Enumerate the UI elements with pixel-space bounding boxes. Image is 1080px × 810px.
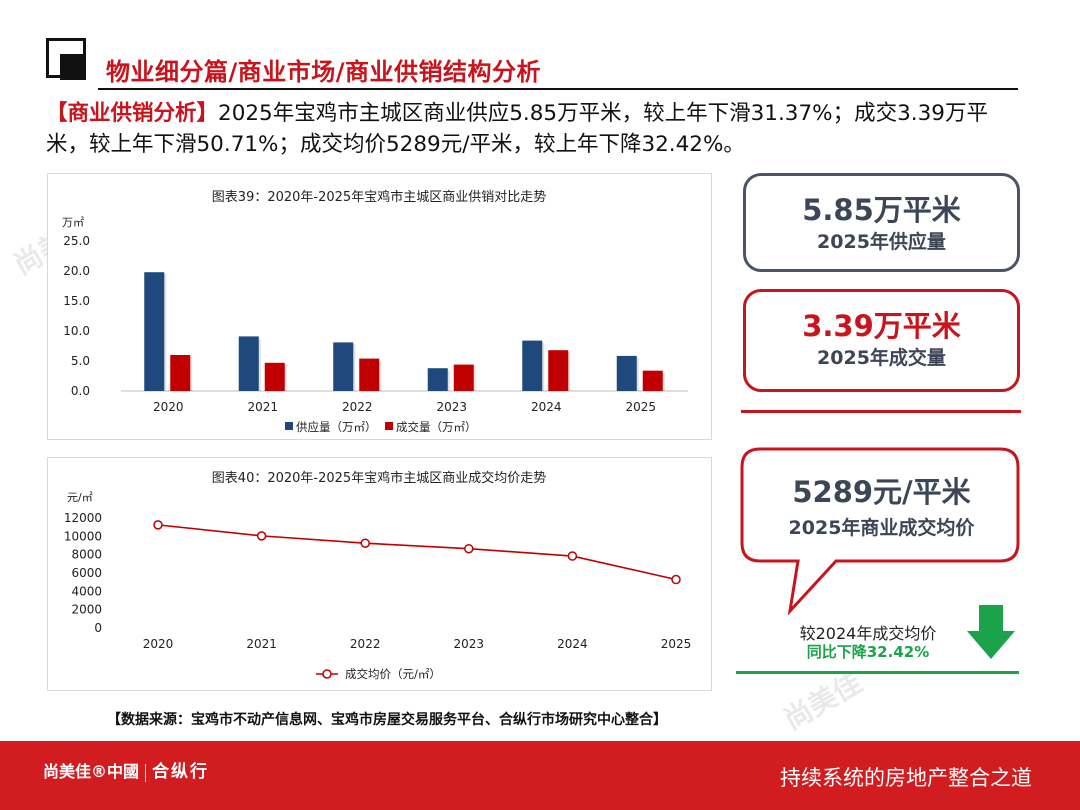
price-card: 5289元/平米 2025年商业成交均价 <box>743 474 1020 542</box>
legend-label: 成交量（万㎡） <box>396 420 477 434</box>
supply-deal-bar-chart: 图表39：2020年-2025年宝鸡市主城区商业供销对比走势万㎡ 0.0 5.0 10… <box>47 173 712 440</box>
bar-supply <box>522 340 543 391</box>
bar-supply <box>144 272 165 391</box>
bar-supply <box>427 368 448 391</box>
y-unit-label: 元/㎡ <box>67 491 93 504</box>
x-tick-label: 2024 <box>557 637 588 651</box>
x-tick-label: 2020 <box>143 637 174 651</box>
price-line <box>157 524 677 581</box>
x-tick-label: 2023 <box>436 400 467 414</box>
chart-title: 图表39：2020年-2025年宝鸡市主城区商业供销对比走势 <box>212 189 546 205</box>
price-point <box>256 531 267 541</box>
y-tick-label: 20.0 <box>63 264 90 278</box>
y-tick-label: 0 <box>94 621 102 635</box>
footer-slogan: 持续系统的房地产整合之道 <box>780 766 1032 790</box>
legend-label: 成交均价（元/㎡） <box>345 667 441 681</box>
bar-deal <box>548 350 569 391</box>
x-tick-label: 2021 <box>246 637 277 651</box>
y-tick-label: 8000 <box>71 548 102 562</box>
title-rule <box>98 88 1018 90</box>
footer-brand: 尚美佳®中國 <box>43 762 140 781</box>
summary-text: 2025年宝鸡市主城区商业供应5.85万平米，较上年下滑31.37%；成交3.3… <box>46 101 988 157</box>
x-tick-label: 2020 <box>153 400 184 414</box>
x-tick-label: 2022 <box>342 400 373 414</box>
price-value: 5289元/平米 <box>792 475 971 509</box>
bar-supply <box>238 336 259 391</box>
bar-deal <box>642 370 663 391</box>
red-divider <box>741 410 1021 413</box>
summary-paragraph: 【商业供销分析】2025年宝鸡市主城区商业供应5.85万平米，较上年下滑31.3… <box>46 98 1026 160</box>
price-line-chart: 图表40：2020年-2025年宝鸡市主城区商业成交均价走势元/㎡ 0 2000 40… <box>47 457 712 691</box>
y-unit-label: 万㎡ <box>62 216 84 229</box>
y-tick-label: 25.0 <box>63 234 90 248</box>
y-tick-label: 6000 <box>71 566 102 580</box>
supply-value: 5.85万平米 <box>802 193 961 227</box>
x-tick-label: 2023 <box>454 637 485 651</box>
deal-label: 2025年成交量 <box>817 347 946 369</box>
price-point <box>360 538 370 548</box>
y-tick-label: 5.0 <box>71 354 90 368</box>
x-tick-label: 2024 <box>531 400 562 414</box>
down-arrow-icon <box>967 605 1015 659</box>
title-icon <box>46 38 92 84</box>
x-tick-label: 2025 <box>625 400 656 414</box>
bar-deal <box>170 355 191 391</box>
legend-swatch <box>285 422 293 430</box>
deal-value: 3.39万平米 <box>802 309 961 343</box>
deal-card: 3.39万平米 2025年成交量 <box>743 289 1020 392</box>
footer-logo: 尚美佳®中國 合纵行 <box>43 757 209 782</box>
bar-deal <box>359 358 380 391</box>
green-rule <box>736 671 1019 674</box>
bar-deal <box>264 362 285 391</box>
x-tick-label: 2025 <box>661 637 692 651</box>
x-tick-label: 2021 <box>247 400 278 414</box>
price-label: 2025年商业成交均价 <box>788 517 975 539</box>
y-tick-label: 0.0 <box>71 384 90 398</box>
legend-label: 供应量（万㎡） <box>296 420 377 434</box>
x-tick-label: 2022 <box>350 637 381 651</box>
bar-supply <box>333 342 354 391</box>
price-point <box>671 574 681 585</box>
supply-card: 5.85万平米 2025年供应量 <box>743 173 1020 272</box>
compare-label: 较2024年成交均价 <box>799 624 937 643</box>
y-tick-label: 12000 <box>64 511 102 525</box>
legend-marker <box>322 669 332 679</box>
page-title: 物业细分篇/商业市场/商业供销结构分析 <box>106 58 542 86</box>
price-speech-bubble <box>740 447 1020 615</box>
price-point <box>567 551 578 561</box>
legend-swatch <box>385 422 393 430</box>
y-tick-label: 2000 <box>71 603 102 617</box>
y-tick-label: 10.0 <box>63 324 90 338</box>
price-point <box>464 543 474 554</box>
bar-supply <box>616 355 637 391</box>
bar-deal <box>453 364 474 391</box>
summary-tag: 【商业供销分析】 <box>46 101 219 126</box>
price-point <box>153 520 163 530</box>
chart-title: 图表40：2020年-2025年宝鸡市主城区商业成交均价走势 <box>212 470 546 486</box>
compare-value: 同比下降32.42% <box>806 643 930 661</box>
footer-bar: 尚美佳®中國 合纵行 持续系统的房地产整合之道 <box>0 741 1080 810</box>
footer-brand2: 合纵行 <box>152 762 210 782</box>
data-source-note: 【数据来源：宝鸡市不动产信息网、宝鸡市房屋交易服务平台、合纵行市场研究中心整合】 <box>107 712 667 728</box>
y-tick-label: 4000 <box>71 584 102 598</box>
supply-label: 2025年供应量 <box>817 231 946 253</box>
y-tick-label: 10000 <box>64 529 102 543</box>
y-tick-label: 15.0 <box>63 294 90 308</box>
